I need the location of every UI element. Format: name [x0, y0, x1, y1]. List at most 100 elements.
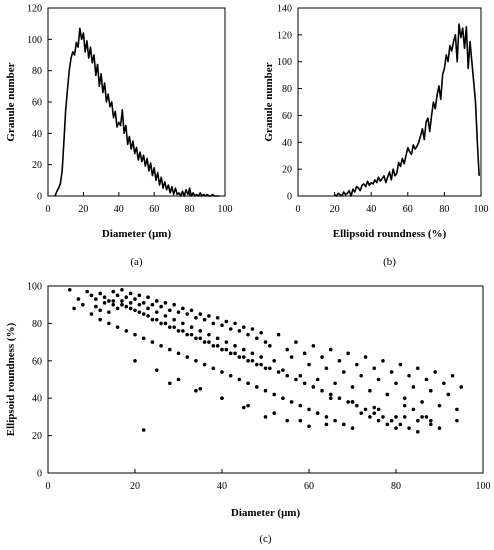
y-tick-label: 60: [282, 111, 292, 122]
data-point: [154, 368, 159, 372]
data-point: [385, 422, 390, 427]
data-point: [168, 347, 172, 352]
data-point: [311, 344, 316, 348]
data-point: [202, 362, 207, 367]
data-point: [94, 304, 98, 309]
data-point: [102, 301, 107, 305]
data-point: [163, 314, 168, 318]
data-point: [315, 411, 320, 415]
data-point: [342, 370, 346, 374]
data-point: [298, 403, 303, 408]
data-point: [368, 415, 372, 419]
data-point: [315, 377, 320, 382]
data-point: [285, 347, 290, 352]
data-point: [333, 418, 337, 423]
data-point: [220, 323, 224, 328]
data-point: [137, 293, 142, 298]
data-point: [307, 424, 311, 429]
data-point: [337, 396, 342, 401]
data-point: [172, 302, 176, 307]
data-point: [442, 381, 446, 386]
plot-frame: [47, 285, 484, 474]
y-tick-label: 20: [32, 160, 42, 171]
data-point: [359, 411, 364, 415]
data-point: [254, 362, 259, 367]
y-tick-label: 20: [32, 431, 42, 442]
data-point: [94, 297, 98, 301]
x-tick-label: 0: [46, 204, 51, 215]
y-tick-label: 40: [32, 129, 42, 140]
data-point: [133, 332, 137, 337]
data-point: [98, 317, 102, 322]
data-point: [228, 373, 233, 378]
y-tick-label: 40: [32, 394, 42, 405]
data-point: [176, 351, 181, 356]
data-point: [181, 329, 185, 333]
y-tick-label: 40: [282, 138, 292, 149]
data-point: [124, 329, 129, 333]
panel-b: 0 20 40 60 80 100 0 20 40 60 80 100 120 140 Ellipsoid …: [263, 4, 489, 269]
y-axis-label: Granule number: [263, 62, 275, 141]
y-tick-label: 80: [32, 319, 42, 330]
data-point: [268, 366, 272, 371]
y-tick-label: 80: [282, 84, 292, 95]
data-point: [254, 385, 259, 389]
data-point: [146, 295, 150, 300]
y-tick-label: 80: [32, 66, 42, 77]
x-tick-label: 40: [366, 204, 376, 215]
data-point: [424, 377, 429, 382]
data-point: [72, 306, 76, 311]
series-line: [334, 23, 480, 197]
data-point: [224, 319, 229, 324]
data-point: [115, 325, 120, 329]
y-tick-label: 100: [27, 35, 42, 46]
data-point: [194, 359, 198, 363]
data-point: [289, 355, 294, 359]
y-tick-label: 0: [287, 192, 292, 203]
data-point: [67, 287, 72, 292]
data-point: [246, 403, 250, 408]
data-point: [376, 418, 381, 423]
x-tick-label: 60: [403, 204, 413, 215]
data-point: [224, 347, 229, 352]
data-point: [98, 308, 102, 313]
data-point: [429, 388, 433, 393]
data-point: [194, 336, 198, 341]
data-point: [202, 317, 207, 322]
data-point: [259, 355, 263, 359]
data-point: [215, 315, 220, 320]
data-point: [154, 310, 159, 314]
data-point: [168, 381, 172, 386]
data-point: [342, 422, 346, 427]
data-point: [185, 312, 189, 316]
data-point: [220, 396, 224, 401]
data-point: [389, 370, 394, 374]
data-point: [241, 347, 246, 352]
data-point: [89, 312, 94, 316]
x-tick-label: 20: [130, 481, 140, 492]
data-point: [163, 301, 168, 305]
data-point: [311, 385, 316, 389]
x-tick-label: 40: [114, 204, 124, 215]
data-point: [263, 388, 268, 393]
data-point: [381, 359, 385, 363]
data-point: [198, 336, 203, 341]
data-point: [372, 366, 377, 371]
data-point: [172, 317, 176, 322]
data-point: [250, 351, 255, 356]
data-point: [224, 340, 229, 344]
data-point: [211, 321, 216, 326]
x-tick-label: 60: [304, 481, 314, 492]
data-point: [276, 370, 281, 374]
x-tick-label: 80: [185, 204, 195, 215]
data-point: [89, 293, 94, 298]
y-tick-label: 100: [277, 57, 292, 68]
data-point: [159, 321, 163, 326]
data-point: [241, 355, 246, 359]
data-point: [120, 302, 124, 307]
data-point: [429, 422, 433, 427]
data-point: [81, 302, 85, 307]
data-point: [450, 373, 455, 378]
data-point: [211, 366, 216, 371]
